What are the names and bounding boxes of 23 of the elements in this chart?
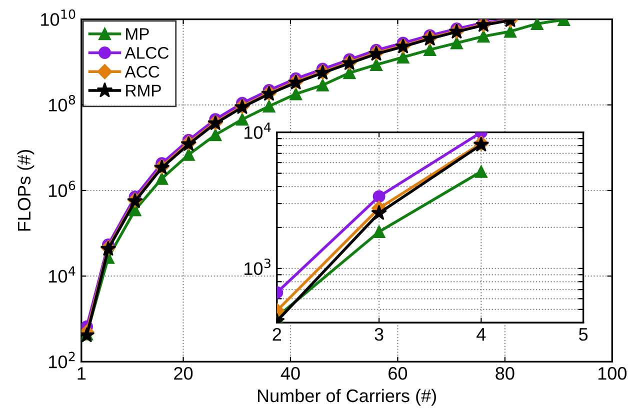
x-tick-label: 1: [78, 367, 86, 380]
y-tick-label: 10$^{6}$: [49, 180, 76, 198]
x-tick-label: 80: [496, 367, 514, 380]
legend-label: ACC: [124, 66, 160, 78]
legend-label: MP: [126, 28, 149, 40]
legend-label: ALCC: [124, 46, 169, 59]
x-tick-label: 40: [280, 367, 300, 380]
x-tick-label: 100: [598, 367, 627, 380]
x-tick-label: 5: [579, 328, 588, 341]
y-tick-label: 10$^{4}$: [49, 266, 76, 283]
y-tick-label: 10$^{8}$: [49, 95, 76, 112]
x-tick-label: 3: [374, 328, 384, 341]
x-tick-label: 60: [388, 367, 408, 380]
legend-label: RMP: [126, 84, 161, 96]
y-tick-label: 10$^{3}$: [244, 258, 270, 276]
x-axis-title: Number of Carriers (#): [258, 388, 436, 406]
y-tick-label: 10$^{2}$: [49, 352, 75, 368]
y-tick-label: 10$^{4}$: [244, 122, 271, 139]
y-tick-label: 10$^{10}$: [41, 9, 76, 26]
x-tick-label: 2: [272, 328, 282, 341]
x-tick-label: 4: [476, 328, 486, 341]
y-axis-title: FLOPs (#): [17, 150, 34, 231]
x-tick-label: 20: [174, 367, 193, 380]
